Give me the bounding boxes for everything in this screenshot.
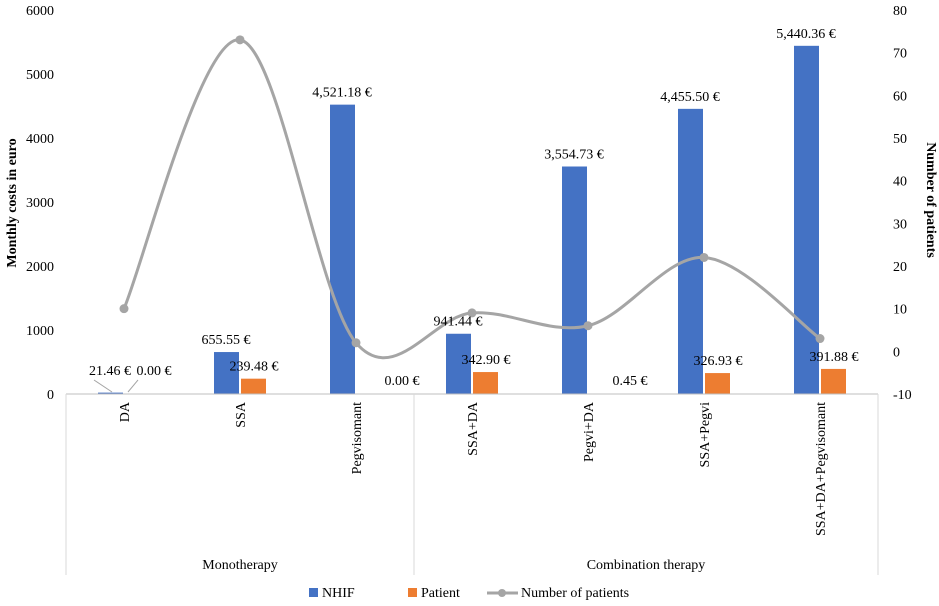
y-tick-label: 0 (47, 388, 54, 403)
data-label-nhif: 5,440.36 € (776, 27, 836, 42)
data-label-patient: 326.93 € (694, 354, 743, 369)
data-label-nhif: 655.55 € (202, 333, 251, 348)
data-label-nhif: 4,521.18 € (312, 86, 372, 101)
y-tick-label: 3000 (26, 196, 54, 211)
patients-point (467, 308, 477, 318)
bar-patient (821, 368, 846, 394)
bar-nhif (330, 104, 355, 395)
group-label: Monotherapy (202, 558, 277, 573)
y2-axis-title: Number of patients (923, 142, 938, 258)
y2-axis-ticks: -10 0 10 20 30 40 50 60 70 80 (893, 4, 912, 403)
patients-point (235, 35, 245, 45)
y2-tick-label: 20 (893, 260, 907, 275)
leader-line (127, 379, 139, 393)
data-label-patient: 0.00 € (385, 374, 420, 389)
bar-nhif (214, 352, 239, 394)
data-label-patient: 0.45 € (613, 374, 648, 389)
y2-tick-label: 70 (893, 47, 907, 62)
data-label-nhif: 941.44 € (434, 315, 483, 330)
y-axis-title: Monthly costs in euro (5, 138, 20, 267)
y2-tick-label: 30 (893, 217, 907, 232)
y2-tick-label: -10 (893, 388, 912, 403)
data-label-patient: 0.00 € (137, 364, 172, 379)
patients-point (351, 338, 361, 348)
bar-nhif (678, 108, 703, 395)
patients-point (583, 321, 593, 331)
data-labels: 21.46 € 0.00 € 655.55 € 239.48 € 4,521.18 € 0… (89, 27, 859, 393)
legend-label-nhif: NHIF (322, 586, 355, 601)
legend-swatch-patient (408, 588, 417, 597)
leader-line (93, 379, 113, 393)
patients-line (119, 35, 825, 360)
legend-label-patient: Patient (421, 586, 460, 601)
bar-nhif (446, 333, 471, 394)
bar-patient (473, 372, 498, 394)
data-label-patient: 391.88 € (810, 350, 859, 365)
category-label: DA (118, 401, 133, 422)
data-label-patient: 342.90 € (462, 353, 511, 368)
y2-tick-label: 40 (893, 175, 907, 190)
y-tick-label: 6000 (26, 4, 54, 19)
legend: NHIF Patient Number of patients (309, 586, 629, 601)
bar-nhif (794, 45, 819, 395)
y2-tick-label: 60 (893, 89, 907, 104)
category-label: Pegvi+DA (582, 401, 597, 462)
category-label: SSA (234, 401, 249, 428)
category-label: Pegvisomant (350, 402, 365, 474)
data-label-patient: 239.48 € (230, 360, 279, 375)
data-label-nhif: 4,455.50 € (660, 90, 720, 105)
y2-tick-label: 50 (893, 132, 907, 147)
data-label-nhif: 3,554.73 € (544, 147, 604, 162)
bar-nhif (562, 166, 587, 394)
category-label: SSA+Pegvi (698, 402, 713, 468)
y-tick-label: 2000 (26, 260, 54, 275)
patients-line-path (122, 38, 821, 360)
group-label: Combination therapy (587, 558, 706, 573)
bar-patient (241, 378, 266, 394)
category-label: SSA+DA+Pegvisomant (814, 402, 829, 536)
y2-tick-label: 80 (893, 4, 907, 19)
data-label-nhif: 21.46 € (89, 364, 131, 379)
y-tick-label: 4000 (26, 132, 54, 147)
y2-tick-label: 10 (893, 303, 907, 318)
category-axis: Monotherapy Combination therapy DA SSA Pegvi… (65, 394, 879, 575)
legend-label-patients: Number of patients (521, 586, 629, 601)
bar-patient (705, 373, 730, 394)
y-tick-label: 1000 (26, 324, 54, 339)
axes: Monthly costs in euro Number of patients (5, 138, 938, 267)
bar-nhif (98, 392, 123, 394)
patients-point (699, 252, 709, 262)
patients-point (119, 304, 129, 314)
patients-point (815, 334, 825, 344)
legend-marker-patients (498, 589, 506, 597)
y-tick-label: 5000 (26, 68, 54, 83)
y-axis-ticks: 0 1000 2000 3000 4000 5000 6000 (26, 4, 54, 403)
legend-swatch-nhif (309, 588, 318, 597)
category-label: SSA+DA (466, 401, 481, 456)
y2-tick-label: 0 (893, 345, 900, 360)
